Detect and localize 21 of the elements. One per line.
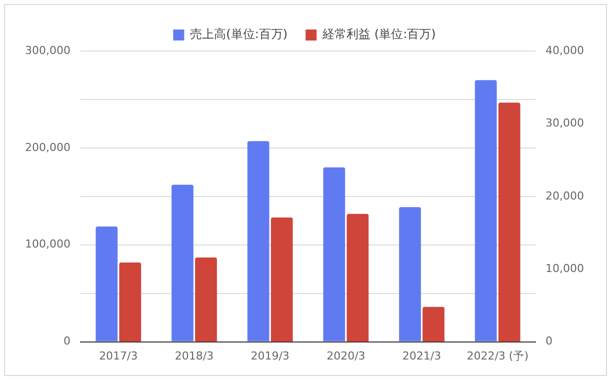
y2-tick-label: 0 (546, 334, 553, 348)
y2-tick-label: 10,000 (546, 262, 584, 275)
legend-label: 売上高(単位:百万) (190, 27, 288, 42)
y-tick-label: 200,000 (24, 140, 70, 154)
y2-tick-label: 30,000 (546, 116, 584, 130)
bar (172, 184, 194, 342)
y-tick-label: 100,000 (24, 238, 70, 251)
x-tick-label: 2020/3 (326, 349, 366, 362)
bar (422, 306, 444, 342)
bar (399, 207, 421, 342)
legend-label: 経常利益 (単位:百万) (322, 27, 436, 42)
x-tick-label: 2021/3 (402, 349, 442, 362)
bar (195, 257, 217, 342)
y2-tick-label: 40,000 (546, 44, 584, 57)
y2-tick-label: 20,000 (546, 189, 584, 202)
x-tick-label: 2022/3 (予) (466, 349, 528, 362)
x-tick-label: 2017/3 (99, 349, 138, 362)
x-tick-label: 2019/3 (250, 349, 290, 362)
y-tick-label: 300,000 (24, 44, 70, 57)
x-tick-label: 2018/3 (174, 349, 214, 362)
y-tick-label: 0 (63, 334, 70, 348)
